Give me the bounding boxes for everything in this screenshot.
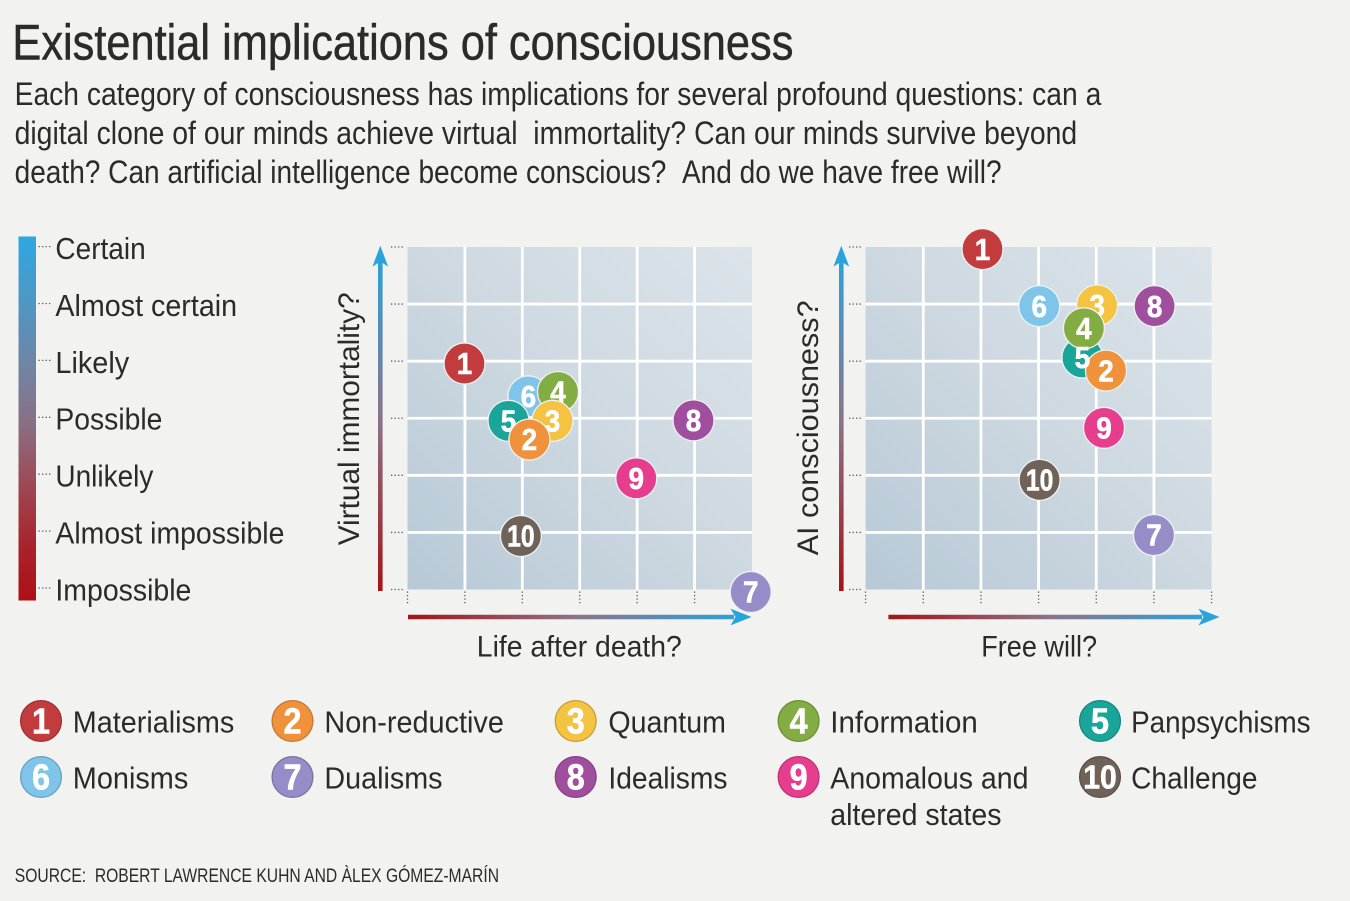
svg-text:Panpsychisms: Panpsychisms bbox=[1131, 705, 1311, 740]
svg-text:8: 8 bbox=[686, 404, 702, 438]
svg-text:10: 10 bbox=[1026, 464, 1054, 498]
svg-text:1: 1 bbox=[975, 233, 991, 267]
svg-text:Idealisms: Idealisms bbox=[608, 761, 727, 796]
svg-text:4: 4 bbox=[1076, 312, 1092, 346]
svg-text:5: 5 bbox=[1075, 341, 1091, 375]
svg-text:digital clone of our minds ach: digital clone of our minds achieve virtu… bbox=[15, 115, 1078, 151]
svg-text:altered states: altered states bbox=[830, 797, 1001, 832]
svg-text:Existential implications of co: Existential implications of consciousnes… bbox=[12, 14, 793, 70]
svg-text:6: 6 bbox=[1031, 290, 1047, 324]
svg-text:Quantum: Quantum bbox=[608, 705, 726, 740]
svg-text:Likely: Likely bbox=[55, 345, 129, 380]
svg-text:4: 4 bbox=[790, 701, 808, 742]
svg-text:10: 10 bbox=[507, 520, 535, 554]
svg-text:7: 7 bbox=[743, 576, 759, 610]
svg-text:6: 6 bbox=[32, 757, 50, 798]
svg-text:2: 2 bbox=[522, 423, 538, 457]
svg-text:9: 9 bbox=[1096, 412, 1112, 446]
svg-text:Life after death?: Life after death? bbox=[477, 630, 682, 663]
svg-text:1: 1 bbox=[32, 701, 50, 742]
svg-text:10: 10 bbox=[1083, 760, 1117, 797]
svg-text:Dualisms: Dualisms bbox=[324, 761, 442, 796]
svg-text:5: 5 bbox=[1091, 701, 1109, 742]
svg-text:Materialisms: Materialisms bbox=[73, 705, 235, 740]
svg-text:Unlikely: Unlikely bbox=[55, 459, 153, 494]
svg-text:Non-reductive: Non-reductive bbox=[324, 705, 504, 740]
svg-text:2: 2 bbox=[1098, 354, 1114, 388]
svg-text:2: 2 bbox=[284, 701, 302, 742]
svg-text:7: 7 bbox=[284, 757, 302, 798]
svg-text:Almost certain: Almost certain bbox=[55, 288, 237, 323]
svg-text:SOURCE: ROBERT LAWRENCE KUHN: SOURCE: ROBERT LAWRENCE KUHN AND ÀLEX GÓ… bbox=[15, 865, 499, 887]
svg-text:6: 6 bbox=[521, 380, 537, 414]
svg-text:Challenge: Challenge bbox=[1131, 761, 1257, 796]
svg-text:8: 8 bbox=[1147, 290, 1163, 324]
svg-text:8: 8 bbox=[567, 757, 585, 798]
svg-text:Anomalous and: Anomalous and bbox=[830, 761, 1028, 796]
svg-text:1: 1 bbox=[457, 347, 473, 381]
svg-text:3: 3 bbox=[545, 405, 561, 439]
svg-text:Impossible: Impossible bbox=[55, 572, 191, 607]
svg-text:Possible: Possible bbox=[55, 402, 162, 437]
svg-text:9: 9 bbox=[790, 757, 808, 798]
svg-text:Information: Information bbox=[830, 705, 978, 740]
svg-text:Each category of consciousness: Each category of consciousness has impli… bbox=[15, 76, 1102, 112]
svg-text:7: 7 bbox=[1146, 519, 1162, 553]
svg-text:9: 9 bbox=[629, 462, 645, 496]
svg-text:3: 3 bbox=[567, 701, 585, 742]
svg-text:Virtual immortality?: Virtual immortality? bbox=[333, 292, 366, 545]
svg-text:Almost impossible: Almost impossible bbox=[55, 516, 284, 551]
svg-text:death? Can artificial intellig: death? Can artificial intelligence becom… bbox=[15, 154, 1002, 190]
svg-text:AI consciousness?: AI consciousness? bbox=[792, 300, 825, 555]
svg-text:Certain: Certain bbox=[55, 231, 145, 266]
svg-text:Free will?: Free will? bbox=[981, 630, 1097, 663]
svg-text:Monisms: Monisms bbox=[73, 761, 189, 796]
